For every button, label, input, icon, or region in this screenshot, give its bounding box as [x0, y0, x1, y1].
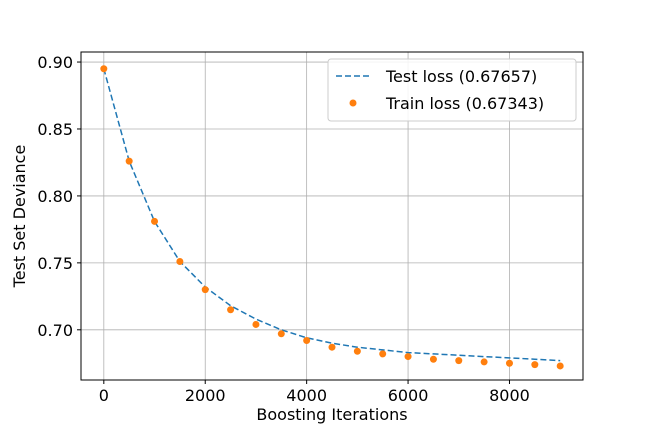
- legend-test-loss-label: Test loss (0.67657): [385, 67, 537, 86]
- x-tick-label: 8000: [489, 386, 530, 405]
- train-loss-point: [531, 361, 539, 369]
- train-loss-point: [480, 358, 488, 366]
- ticks: 0 2000 4000 6000 8000 0.70 0.75 0.80 0.85 0.90: [37, 53, 529, 405]
- train-loss-point: [252, 320, 260, 328]
- train-loss-point: [429, 355, 437, 363]
- train-loss-point: [201, 286, 209, 294]
- x-axis-label: Boosting Iterations: [256, 405, 407, 424]
- x-tick-label: 4000: [286, 386, 327, 405]
- train-loss-point: [303, 337, 311, 345]
- legend-train-loss-swatch: [349, 99, 357, 107]
- train-loss-point: [455, 357, 463, 365]
- y-tick-label: 0.90: [37, 53, 73, 72]
- train-loss-point: [556, 362, 564, 370]
- train-loss-point: [404, 353, 412, 361]
- series-layer: [100, 65, 564, 370]
- train-loss-point: [505, 359, 513, 367]
- x-tick-label: 6000: [388, 386, 429, 405]
- train-loss-point: [353, 347, 361, 355]
- train-loss-point: [277, 330, 285, 338]
- legend-box: [327, 58, 577, 122]
- train-loss-point: [125, 157, 133, 165]
- train-loss-point: [328, 343, 336, 351]
- y-axis-label: Test Set Deviance: [10, 145, 29, 289]
- train-loss-point: [176, 258, 184, 266]
- train-loss-point: [151, 217, 159, 225]
- y-tick-label: 0.70: [37, 321, 73, 340]
- y-tick-label: 0.80: [37, 187, 73, 206]
- x-tick-label: 0: [99, 386, 109, 405]
- plot-frame: [80, 51, 584, 381]
- y-tick-label: 0.85: [37, 120, 73, 139]
- train-loss-point: [379, 350, 387, 358]
- legend-train-loss-label: Train loss (0.67343): [385, 94, 544, 113]
- train-loss-point: [100, 65, 108, 73]
- legend: Test loss (0.67657) Train loss (0.67343): [327, 58, 577, 122]
- y-tick-label: 0.75: [37, 254, 73, 273]
- train-loss-point: [227, 306, 235, 314]
- x-tick-label: 2000: [185, 386, 226, 405]
